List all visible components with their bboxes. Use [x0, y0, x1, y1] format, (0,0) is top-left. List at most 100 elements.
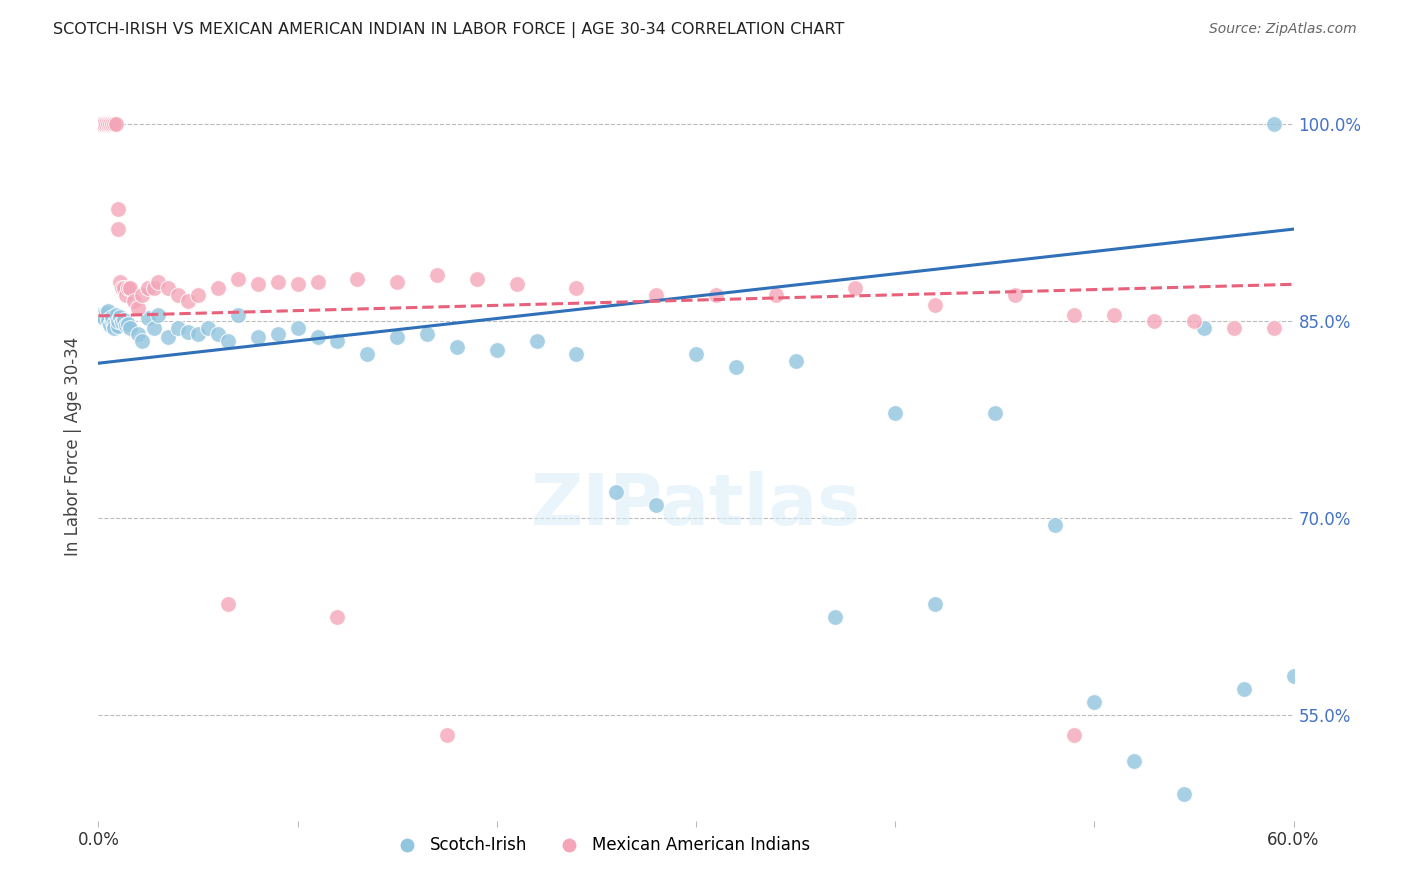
Point: [117, 281, 139, 295]
Point: [97, 313, 120, 327]
Point: [1123, 755, 1146, 769]
Point: [385, 330, 409, 344]
Point: [117, 317, 139, 331]
Point: [136, 311, 159, 326]
Point: [326, 334, 349, 348]
Point: [226, 308, 249, 322]
Point: [91, 117, 114, 131]
Point: [120, 320, 142, 334]
Point: [112, 281, 135, 295]
Point: [385, 275, 409, 289]
Point: [565, 281, 588, 295]
Point: [207, 281, 229, 295]
Point: [207, 327, 229, 342]
Point: [89, 308, 111, 322]
Point: [103, 320, 125, 334]
Point: [167, 320, 190, 334]
Point: [924, 597, 946, 611]
Point: [1043, 517, 1066, 532]
Point: [645, 288, 668, 302]
Point: [105, 117, 128, 131]
Point: [984, 406, 1007, 420]
Point: [704, 288, 727, 302]
Point: [98, 117, 122, 131]
Point: [1263, 117, 1285, 131]
Text: ZIPatlas: ZIPatlas: [531, 472, 860, 541]
Point: [101, 314, 124, 328]
Point: [177, 325, 200, 339]
Point: [131, 334, 153, 348]
Text: SCOTCH-IRISH VS MEXICAN AMERICAN INDIAN IN LABOR FORCE | AGE 30-34 CORRELATION C: SCOTCH-IRISH VS MEXICAN AMERICAN INDIAN …: [53, 22, 845, 38]
Point: [103, 117, 125, 131]
Point: [97, 303, 120, 318]
Point: [1063, 728, 1085, 742]
Point: [724, 360, 747, 375]
Point: [127, 327, 149, 342]
Point: [1263, 320, 1285, 334]
Point: [1233, 682, 1256, 697]
Point: [446, 340, 468, 354]
Point: [426, 268, 449, 282]
Point: [197, 320, 219, 334]
Point: [96, 117, 118, 131]
Point: [356, 347, 378, 361]
Point: [120, 281, 142, 295]
Point: [105, 308, 128, 322]
Point: [1083, 695, 1105, 709]
Point: [98, 318, 122, 332]
Point: [416, 327, 439, 342]
Point: [605, 485, 627, 500]
Point: [1173, 788, 1195, 802]
Legend: Scotch-Irish, Mexican American Indians: Scotch-Irish, Mexican American Indians: [384, 830, 817, 861]
Point: [157, 281, 180, 295]
Point: [187, 288, 209, 302]
Point: [506, 277, 529, 292]
Point: [1104, 308, 1126, 322]
Point: [1143, 314, 1166, 328]
Point: [136, 281, 159, 295]
Point: [93, 117, 115, 131]
Point: [1063, 308, 1085, 322]
Point: [246, 277, 269, 292]
Point: [346, 272, 368, 286]
Point: [115, 318, 138, 332]
Point: [91, 309, 114, 323]
Text: Source: ZipAtlas.com: Source: ZipAtlas.com: [1209, 22, 1357, 37]
Point: [436, 728, 458, 742]
Point: [107, 222, 129, 236]
Point: [326, 610, 349, 624]
Point: [101, 117, 124, 131]
Point: [157, 330, 180, 344]
Point: [148, 275, 170, 289]
Point: [565, 347, 588, 361]
Point: [645, 498, 668, 512]
Point: [685, 347, 707, 361]
Point: [127, 301, 149, 315]
Point: [110, 310, 132, 325]
Point: [246, 330, 269, 344]
Point: [226, 272, 249, 286]
Point: [107, 314, 129, 328]
Point: [267, 327, 290, 342]
Point: [111, 315, 134, 329]
Point: [111, 281, 134, 295]
Point: [765, 288, 787, 302]
Point: [465, 272, 488, 286]
Point: [148, 308, 170, 322]
Point: [287, 277, 309, 292]
Point: [1004, 288, 1026, 302]
Point: [884, 406, 907, 420]
Point: [1282, 669, 1305, 683]
Point: [115, 288, 138, 302]
Point: [96, 306, 118, 320]
Point: [307, 330, 329, 344]
Point: [485, 343, 508, 357]
Point: [112, 313, 135, 327]
Point: [526, 334, 548, 348]
Point: [307, 275, 329, 289]
Point: [124, 294, 146, 309]
Point: [217, 334, 239, 348]
Point: [89, 117, 111, 131]
Y-axis label: In Labor Force | Age 30-34: In Labor Force | Age 30-34: [65, 336, 83, 556]
Point: [217, 597, 239, 611]
